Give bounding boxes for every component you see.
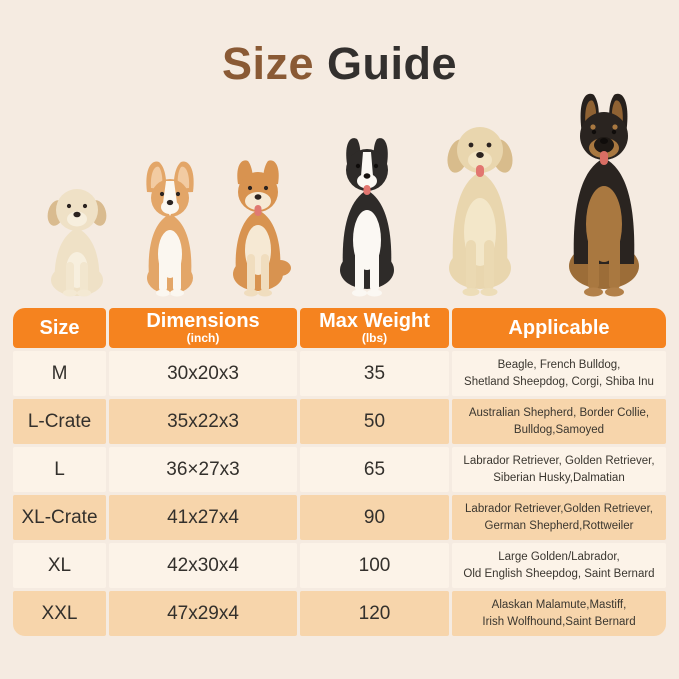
- cell-m-size: M: [13, 351, 106, 396]
- cell-l-crate-size: L-Crate: [13, 399, 106, 444]
- cell-xl-dimensions: 42x30x4: [109, 543, 297, 588]
- table-header-size: Size: [13, 308, 106, 348]
- page-title-word-guide: Guide: [314, 38, 458, 89]
- applicable-line: Bulldog,Samoyed: [513, 423, 605, 436]
- corgi-icon: [133, 156, 207, 298]
- header-dimensions-unit: (inch): [186, 331, 220, 346]
- cell-l-max-weight: 65: [300, 447, 449, 492]
- cell-xxl-dimensions: 47x29x4: [109, 591, 297, 636]
- cell-l-dimensions: 36×27x3: [109, 447, 297, 492]
- german-shepherd-icon: [542, 88, 666, 298]
- cell-xl-applicable: Large Golden/Labrador, Old English Sheep…: [452, 543, 666, 588]
- applicable-line: Irish Wolfhound,Saint Bernard: [482, 615, 636, 628]
- header-size-label: Size: [39, 316, 80, 339]
- cell-m-max-weight: 35: [300, 351, 449, 396]
- cell-xl-crate-max-weight: 90: [300, 495, 449, 540]
- applicable-line: Old English Sheepdog, Saint Bernard: [463, 567, 655, 580]
- header-applicable-label: Applicable: [508, 316, 610, 339]
- page-title-word-size: Size: [221, 38, 315, 89]
- cell-xxl-size: XXL: [13, 591, 106, 636]
- cell-xxl-max-weight: 120: [300, 591, 449, 636]
- table-header-dimensions: Dimensions (inch): [109, 308, 297, 348]
- dimensions-value: 47x29x4: [167, 602, 239, 624]
- dimensions-value: 42x30x4: [167, 554, 239, 576]
- cell-xl-size: XL: [13, 543, 106, 588]
- max-weight-value: 90: [363, 506, 386, 528]
- cell-m-applicable: Beagle, French Bulldog, Shetland Sheepdo…: [452, 351, 666, 396]
- puppy-icon: [37, 180, 117, 298]
- applicable-line: German Shepherd,Rottweiler: [484, 519, 634, 532]
- cell-l-size: L: [13, 447, 106, 492]
- dimensions-value: 30x20x3: [167, 362, 239, 384]
- page-title: Size Guide: [0, 38, 679, 90]
- dimensions-value: 41x27x4: [167, 506, 239, 528]
- max-weight-value: 35: [363, 362, 386, 384]
- cell-l-crate-applicable: Australian Shepherd, Border Collie, Bull…: [452, 399, 666, 444]
- size-value: XL: [47, 554, 72, 576]
- size-value: L-Crate: [27, 410, 92, 432]
- max-weight-value: 50: [363, 410, 386, 432]
- cell-l-crate-max-weight: 50: [300, 399, 449, 444]
- header-max-weight-unit: (lbs): [361, 331, 388, 346]
- table-header-applicable: Applicable: [452, 308, 666, 348]
- cell-xl-crate-applicable: Labrador Retriever,Golden Retriever, Ger…: [452, 495, 666, 540]
- applicable-line: Labrador Retriever, Golden Retriever,: [463, 455, 655, 468]
- max-weight-value: 100: [358, 554, 391, 576]
- size-guide-table: Size Dimensions (inch) Max Weight (lbs) …: [13, 308, 666, 636]
- table-header-max-weight: Max Weight (lbs): [300, 308, 449, 348]
- shiba-inu-icon: [216, 152, 300, 298]
- cell-m-dimensions: 30x20x3: [109, 351, 297, 396]
- dimensions-value: 35x22x3: [167, 410, 239, 432]
- dimensions-value: 36×27x3: [166, 458, 240, 480]
- header-dimensions-label: Dimensions: [146, 310, 260, 333]
- size-value: L: [54, 458, 65, 480]
- size-value: M: [51, 362, 68, 384]
- applicable-line: Alaskan Malamute,Mastiff,: [491, 599, 627, 612]
- cell-xl-crate-dimensions: 41x27x4: [109, 495, 297, 540]
- applicable-line: Shetland Sheepdog, Corgi, Shiba Inu: [464, 375, 654, 388]
- size-value: XL-Crate: [21, 506, 98, 528]
- cell-l-applicable: Labrador Retriever, Golden Retriever, Si…: [452, 447, 666, 492]
- size-value: XXL: [41, 602, 78, 624]
- border-collie-icon: [321, 128, 413, 298]
- max-weight-value: 120: [358, 602, 391, 624]
- applicable-line: Siberian Husky,Dalmatian: [493, 471, 625, 484]
- applicable-line: Large Golden/Labrador,: [498, 551, 620, 564]
- max-weight-value: 65: [363, 458, 386, 480]
- cell-xl-crate-size: XL-Crate: [13, 495, 106, 540]
- golden-retriever-icon: [427, 108, 533, 298]
- applicable-line: Australian Shepherd, Border Collie,: [468, 407, 650, 420]
- header-max-weight-label: Max Weight: [319, 310, 430, 333]
- applicable-line: Labrador Retriever,Golden Retriever,: [465, 503, 653, 516]
- applicable-line: Beagle, French Bulldog,: [497, 359, 621, 372]
- cell-l-crate-dimensions: 35x22x3: [109, 399, 297, 444]
- cell-xxl-applicable: Alaskan Malamute,Mastiff, Irish Wolfhoun…: [452, 591, 666, 636]
- cell-xl-max-weight: 100: [300, 543, 449, 588]
